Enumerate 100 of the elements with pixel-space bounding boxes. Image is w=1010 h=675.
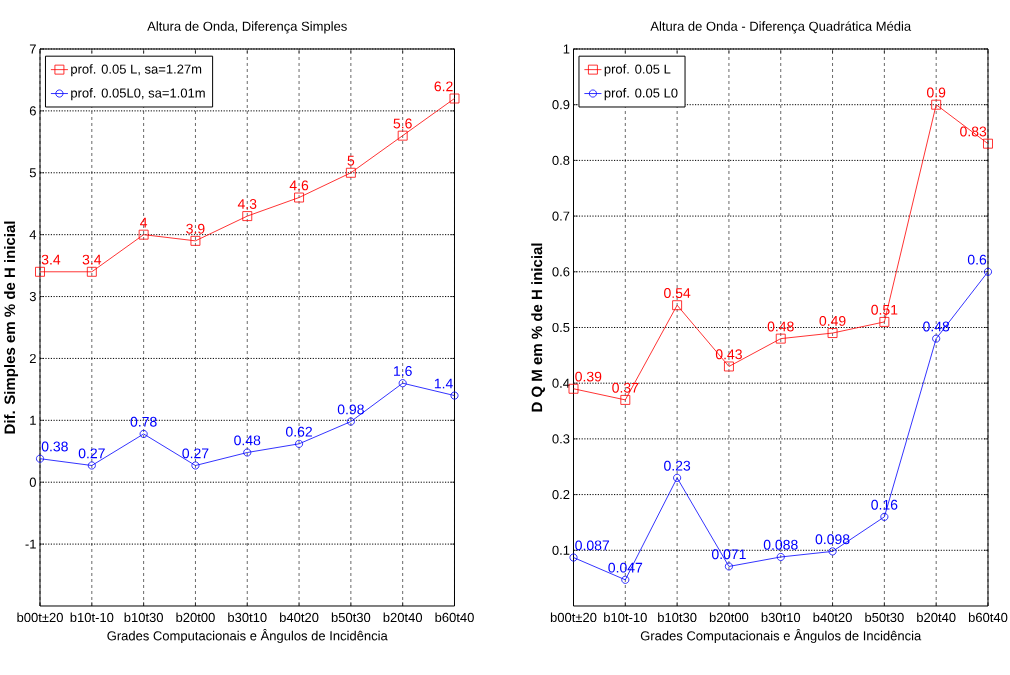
y-axis-title: Dif. Simples em % de H inicial <box>4 221 19 434</box>
y-tick-label: 2 <box>29 353 36 363</box>
point <box>346 417 355 426</box>
point <box>345 167 356 178</box>
point <box>880 512 889 521</box>
y-tick-label: 7 <box>29 44 36 54</box>
x-tick-label: b00t±20 <box>17 612 63 623</box>
point <box>828 547 837 556</box>
data-label: 0.088 <box>763 539 798 550</box>
data-label: 6.2 <box>434 81 453 92</box>
x-tick-label: b10t-10 <box>70 612 114 623</box>
y-axis-title: D Q M em % de H inicial <box>531 243 546 412</box>
y-tick-label: 0.3 <box>552 434 570 444</box>
data-label: 0.9 <box>926 87 946 98</box>
data-label: 0.39 <box>575 371 602 382</box>
data-label: 0.51 <box>871 304 898 315</box>
data-label: 0.48 <box>234 435 261 446</box>
y-tick-label: -1 <box>25 539 36 549</box>
x-tick-label: b30t10 <box>761 612 801 623</box>
point <box>620 395 631 405</box>
y-tick-label: 0.8 <box>552 155 570 165</box>
point <box>450 391 459 400</box>
point <box>36 454 45 463</box>
data-label: 0.23 <box>664 460 691 471</box>
x-tick-label: b50t30 <box>331 612 371 623</box>
data-label: 0.78 <box>130 416 157 427</box>
data-label: 3.4 <box>41 254 61 265</box>
point <box>294 192 304 203</box>
x-tick-label: b40t20 <box>813 612 852 623</box>
point <box>983 267 992 276</box>
legend-label: prof. 0.05 L, sa=1.27m <box>71 64 202 77</box>
x-tick-label: b40t20 <box>280 612 319 623</box>
data-label: 0.071 <box>711 549 746 560</box>
data-label: 1.6 <box>394 366 412 376</box>
data-label: 0.98 <box>337 404 364 415</box>
data-label: 0.047 <box>608 562 643 573</box>
legend-label: prof. 0.05 L <box>604 64 671 77</box>
data-label: 0.62 <box>285 426 312 437</box>
data-label: 0.49 <box>819 315 846 326</box>
y-tick-label: 0.4 <box>552 378 570 388</box>
point <box>191 461 200 470</box>
data-label: 0.27 <box>182 448 209 459</box>
x-tick-label: b20t00 <box>176 612 215 623</box>
y-tick-label: 0.5 <box>552 322 570 333</box>
point <box>621 575 630 584</box>
point <box>398 379 407 388</box>
data-label: 1.4 <box>434 378 453 389</box>
point <box>243 448 252 457</box>
y-tick-label: 0.7 <box>552 211 570 221</box>
point <box>397 130 408 141</box>
x-tick-label: b20t40 <box>383 612 423 623</box>
y-tick-label: 0.1 <box>552 545 570 555</box>
data-label: 5.6 <box>393 118 412 129</box>
x-tick-label: b10t-10 <box>604 612 647 623</box>
y-tick-label: 0.6 <box>552 267 570 277</box>
point <box>86 266 97 277</box>
point <box>449 93 460 104</box>
y-tick-label: 0 <box>29 477 36 487</box>
point <box>879 317 890 327</box>
point <box>139 429 148 438</box>
data-label: 0.48 <box>923 321 950 332</box>
y-tick-label: 1 <box>563 44 570 54</box>
x-tick-label: b50t30 <box>865 612 904 623</box>
x-tick-label: b10t30 <box>124 612 163 623</box>
x-tick-label: b60t40 <box>968 612 1008 623</box>
y-tick-label: 5 <box>29 168 36 178</box>
point <box>932 334 941 343</box>
y-tick-label: 3 <box>29 291 36 302</box>
point <box>242 211 253 221</box>
y-tick-label: 4 <box>29 230 37 240</box>
point <box>190 235 201 246</box>
point <box>673 473 682 482</box>
data-label: 0.38 <box>41 441 68 452</box>
x-tick-label: b20t40 <box>917 612 956 623</box>
point <box>87 461 96 470</box>
data-label: 4 <box>140 217 148 228</box>
data-label: 0.43 <box>715 349 742 360</box>
point <box>35 266 45 277</box>
x-tick-label: b30t10 <box>228 612 267 623</box>
point <box>775 333 786 344</box>
data-label: 3.9 <box>186 223 205 234</box>
data-label: 0.37 <box>612 382 639 393</box>
y-tick-label: 0.9 <box>552 100 570 110</box>
point <box>724 361 734 372</box>
data-label: 5 <box>347 155 355 166</box>
legend-label: prof. 0.05L0, sa=1.01m <box>71 88 205 101</box>
data-label: 0.087 <box>575 540 610 551</box>
point <box>672 300 683 311</box>
x-axis-title: Grades Computacionais e Ângulos de Incidência <box>107 628 388 643</box>
y-tick-label: 0.2 <box>552 489 570 500</box>
point <box>827 328 838 338</box>
y-tick-label: 1 <box>30 415 36 425</box>
point <box>138 229 149 240</box>
point <box>569 553 578 562</box>
point <box>724 562 733 571</box>
x-axis-title: Grades Computacionais e Ângulos de Incidência <box>640 628 922 643</box>
data-label: 4.6 <box>289 180 309 191</box>
chart-title: Altura de Onda - Diferença Quadrática Média <box>650 21 912 34</box>
y-tick-label: 6 <box>29 106 36 116</box>
x-tick-label: b10t30 <box>658 612 697 623</box>
